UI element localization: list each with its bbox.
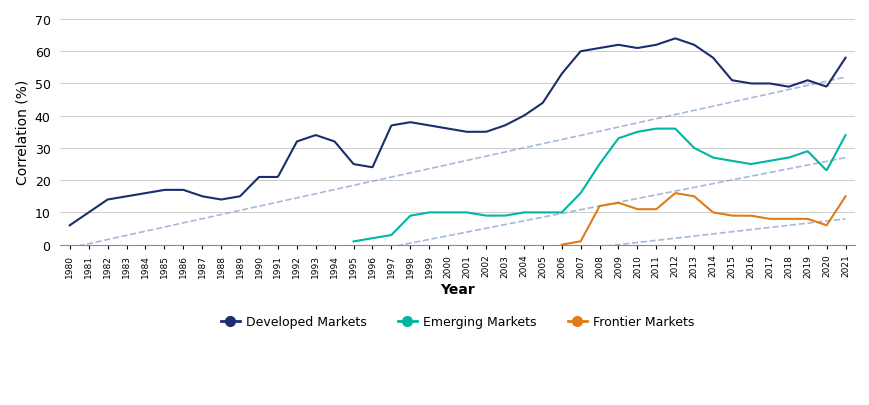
Y-axis label: Correlation (%): Correlation (%) [15, 80, 29, 185]
Legend: Developed Markets, Emerging Markets, Frontier Markets: Developed Markets, Emerging Markets, Fro… [216, 310, 699, 333]
X-axis label: Year: Year [440, 283, 474, 296]
